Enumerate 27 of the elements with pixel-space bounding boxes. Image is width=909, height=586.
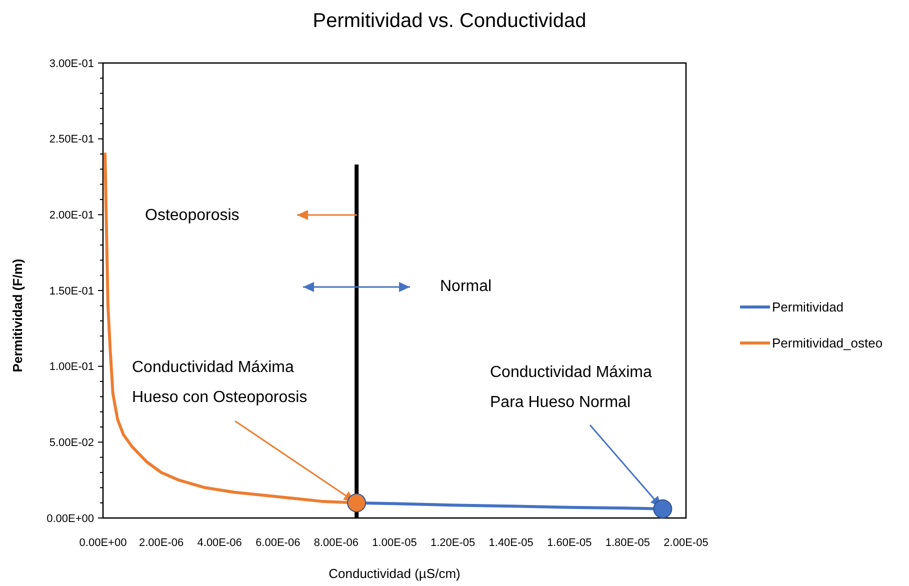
annotation: Osteoporosis [145, 207, 240, 224]
y-tick-label: 2.50E-01 [49, 134, 94, 146]
y-axis-title: Permitividad (F/m) [10, 258, 25, 372]
x-tick-label: 1.80E-05 [605, 537, 650, 549]
x-tick-label: 1.20E-05 [430, 537, 476, 549]
y-tick-label: 1.00E-01 [49, 361, 94, 374]
x-axis-title: Conductividad (µS/cm) [328, 566, 460, 581]
annotation: Conductividad Máxima Hueso con Osteoporosis [132, 359, 308, 406]
y-tick-label: 0.00E+00 [46, 512, 94, 525]
y-tick-label: 3.00E-01 [49, 58, 94, 70]
x-tick-label: 1.40E-05 [488, 537, 534, 549]
x-tick-label: 2.00E-06 [138, 537, 184, 549]
x-tick-label: 1.60E-05 [547, 537, 592, 549]
legend-label: Permitividad_osteo [772, 336, 883, 351]
annotation: Conductividad Máxima Para Hueso Normal [490, 364, 652, 411]
annotation: Normal [440, 278, 492, 295]
chart-title: Permitividad vs. Conductividad [312, 10, 586, 32]
y-tick-label: 2.00E-01 [49, 210, 94, 222]
y-tick-label: 5.00E-02 [49, 437, 94, 450]
y-tick-label: 1.50E-01 [49, 285, 94, 298]
x-tick-label: 1.00E-05 [372, 537, 417, 549]
x-tick-label: 2.00E-05 [664, 537, 708, 549]
x-tick-label: 8.00E-06 [314, 537, 359, 549]
x-tick-label: 0.00E+00 [79, 537, 127, 549]
x-tick-label: 4.00E-06 [197, 537, 242, 549]
legend-label: Permitividad [772, 300, 844, 315]
x-tick-label: 6.00E-06 [256, 537, 300, 549]
